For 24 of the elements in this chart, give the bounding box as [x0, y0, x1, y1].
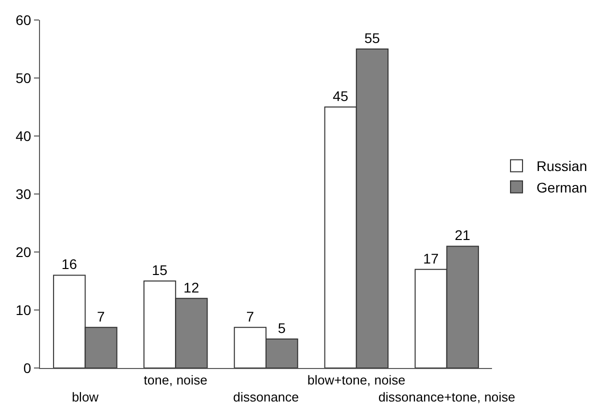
y-tick-label: 20 [16, 244, 32, 260]
data-label: 5 [278, 320, 286, 336]
y-tick-label: 40 [16, 128, 32, 144]
x-tick-label: blow+tone, noise [307, 372, 406, 388]
y-tick-label: 10 [16, 302, 32, 318]
x-tick-label: dissonance [233, 390, 299, 404]
x-tick-label: dissonance+tone, noise [378, 390, 516, 404]
y-tick-label: 60 [16, 12, 32, 28]
data-label: 55 [364, 30, 380, 46]
data-label: 15 [152, 262, 168, 278]
data-label: 12 [184, 279, 200, 296]
x-tick-label: tone, noise [144, 372, 208, 388]
data-label: 17 [423, 250, 439, 266]
data-label: 45 [332, 88, 348, 104]
data-label: 21 [454, 227, 471, 244]
y-tick-label: 30 [16, 186, 32, 202]
data-label: 7 [246, 308, 254, 324]
x-tick-label: blow [72, 390, 100, 404]
y-tick-label: 50 [16, 70, 32, 86]
legend-label: Russian [536, 158, 588, 174]
legend-label: German [536, 179, 588, 196]
data-label: 7 [97, 308, 106, 324]
y-tick-label: 0 [23, 360, 32, 376]
data-label: 16 [61, 256, 78, 272]
